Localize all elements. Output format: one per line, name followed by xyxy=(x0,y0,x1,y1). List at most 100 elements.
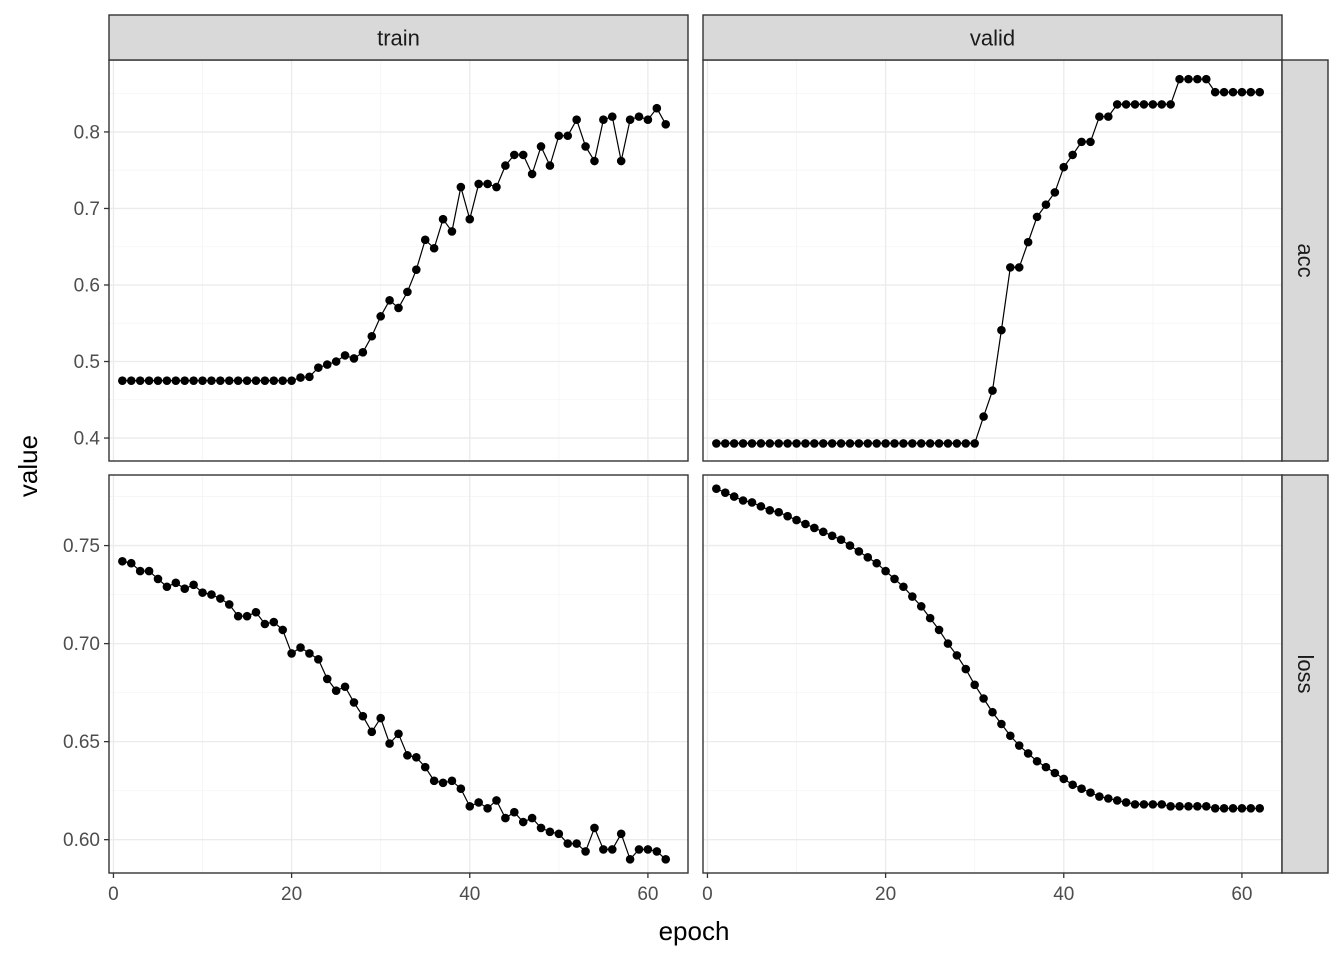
data-point xyxy=(340,351,350,360)
data-point xyxy=(934,439,944,448)
data-point xyxy=(1077,137,1086,147)
data-point xyxy=(1219,804,1229,813)
data-point xyxy=(376,713,385,723)
data-point xyxy=(607,845,617,854)
data-point xyxy=(403,287,412,297)
data-point xyxy=(970,439,979,448)
data-point xyxy=(979,412,988,421)
panel-train-acc xyxy=(108,59,689,462)
data-point xyxy=(827,531,837,541)
data-point xyxy=(997,719,1006,729)
x-tick-label: 60 xyxy=(1231,884,1252,905)
data-point xyxy=(774,439,784,448)
data-point xyxy=(242,376,252,385)
data-point xyxy=(1246,804,1256,813)
x-tick-label: 40 xyxy=(459,884,480,905)
data-point xyxy=(233,376,243,385)
data-point xyxy=(278,625,288,635)
data-point xyxy=(385,739,394,748)
data-point xyxy=(429,243,439,253)
strip-right-acc: acc xyxy=(1281,59,1329,462)
x-tick-label: 20 xyxy=(281,884,302,905)
data-point xyxy=(198,588,207,597)
data-point xyxy=(1095,112,1104,121)
data-point xyxy=(661,119,671,129)
data-point xyxy=(572,115,581,124)
data-point xyxy=(1237,87,1247,97)
x-tick-label: 20 xyxy=(875,884,896,905)
data-point xyxy=(1050,768,1060,778)
x-axis-title: epoch xyxy=(659,916,730,946)
strip-right-background xyxy=(1281,474,1329,874)
data-point xyxy=(1032,756,1042,766)
data-point xyxy=(890,439,899,448)
data-point xyxy=(988,707,997,717)
y-tick-label: 0.4 xyxy=(74,429,101,450)
strip-top-background xyxy=(108,14,689,61)
data-point xyxy=(412,753,421,762)
data-point xyxy=(331,686,341,695)
data-point xyxy=(314,655,323,664)
data-point xyxy=(1210,87,1220,97)
data-point xyxy=(729,439,739,448)
data-point xyxy=(572,839,581,848)
panels-layer xyxy=(108,59,1283,874)
data-point xyxy=(456,182,466,192)
data-point xyxy=(854,439,864,448)
data-point xyxy=(340,682,350,692)
data-point xyxy=(765,505,775,515)
data-point xyxy=(153,376,163,385)
data-point xyxy=(818,527,828,537)
strips-layer: train valid acc loss xyxy=(108,14,1329,874)
data-point xyxy=(1166,100,1175,109)
data-point xyxy=(474,179,483,189)
data-point xyxy=(801,519,810,529)
data-point xyxy=(1201,74,1211,84)
strip-top-label: valid xyxy=(970,26,1015,51)
data-point xyxy=(224,600,234,609)
data-point xyxy=(447,227,457,236)
data-point xyxy=(278,376,288,385)
data-point xyxy=(1184,802,1193,811)
panel-valid-acc xyxy=(702,59,1283,462)
data-point xyxy=(970,680,979,690)
panel-valid-loss xyxy=(702,474,1283,874)
y-tick-label: 0.65 xyxy=(63,732,100,753)
data-point xyxy=(180,376,190,385)
data-point xyxy=(296,643,305,652)
data-point xyxy=(1157,100,1167,109)
data-point xyxy=(207,590,216,599)
data-point xyxy=(925,439,935,448)
data-point xyxy=(233,611,243,621)
data-point xyxy=(144,566,154,576)
data-point xyxy=(890,574,899,584)
data-point xyxy=(925,613,935,623)
data-point xyxy=(269,376,279,385)
data-point xyxy=(412,265,421,274)
data-point xyxy=(1006,731,1015,741)
data-point xyxy=(783,439,792,448)
data-point xyxy=(1219,87,1229,97)
data-point xyxy=(1104,112,1113,121)
data-point xyxy=(652,847,662,856)
data-point xyxy=(483,804,492,813)
data-point xyxy=(1148,800,1158,809)
data-point xyxy=(872,558,881,568)
data-point xyxy=(943,639,953,648)
data-point xyxy=(349,698,359,707)
data-point xyxy=(863,553,873,562)
data-point xyxy=(465,802,475,811)
data-point xyxy=(1006,263,1015,272)
strip-right-label: acc xyxy=(1293,243,1318,277)
data-point xyxy=(269,617,279,627)
x-tick-label: 0 xyxy=(108,884,119,905)
data-point xyxy=(180,584,190,594)
data-point xyxy=(207,376,216,385)
data-point xyxy=(118,556,127,566)
data-point xyxy=(581,142,590,151)
data-point xyxy=(296,373,305,382)
data-point xyxy=(376,312,385,321)
data-point xyxy=(872,439,881,448)
data-point xyxy=(420,762,430,772)
